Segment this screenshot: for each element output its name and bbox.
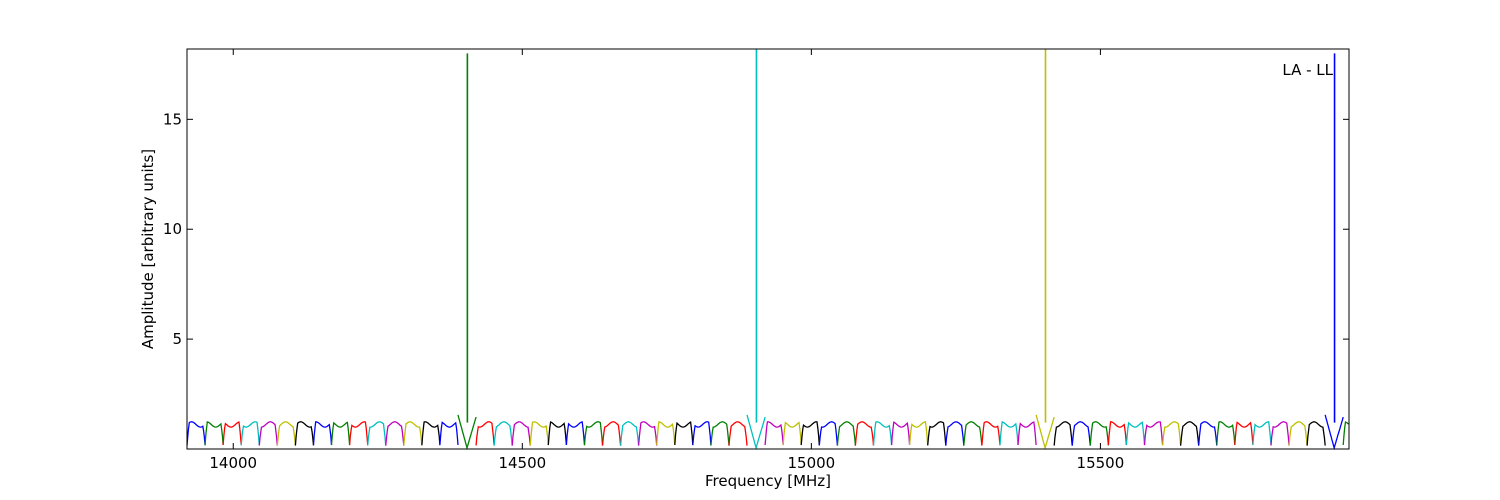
- channel-line: [312, 421, 333, 446]
- channel-line: [475, 421, 495, 446]
- channel-line: [294, 421, 315, 446]
- channel-line: [619, 421, 640, 446]
- plot-frame: [186, 48, 1350, 450]
- channel-line: [999, 421, 1019, 446]
- channel-line: [764, 421, 784, 446]
- channel-line: [511, 421, 531, 446]
- channel-line: [637, 421, 658, 446]
- channel-line: [1035, 414, 1055, 451]
- channel-line: [782, 421, 802, 445]
- channel-line: [872, 421, 893, 446]
- channel-line: [908, 420, 929, 446]
- channel-line: [710, 421, 730, 446]
- channel-line: [927, 421, 947, 446]
- channel-line: [854, 421, 875, 446]
- y-axis-label: Amplitude [arbitrary units]: [139, 149, 157, 349]
- series-layer: [186, 414, 1349, 451]
- channel-line: [1198, 421, 1218, 446]
- channel-line: [656, 420, 676, 446]
- channel-line: [692, 421, 712, 446]
- x-tick-label: 14000: [209, 454, 257, 472]
- channel-line: [1089, 421, 1110, 446]
- channel-line: [565, 421, 586, 446]
- channel-line: [186, 421, 206, 446]
- channel-line: [818, 421, 839, 446]
- channel-line: [240, 421, 260, 446]
- channel-line: [1161, 421, 1182, 446]
- channel-line: [836, 421, 857, 446]
- channel-line: [1306, 421, 1326, 446]
- channel-line: [1324, 414, 1344, 451]
- channel-line: [1288, 421, 1308, 446]
- y-axis: 5 10 15: [163, 110, 1349, 348]
- channel-line: [1107, 421, 1128, 446]
- x-tick-label: 15500: [1077, 454, 1125, 472]
- channel-line: [1143, 421, 1164, 446]
- channel-line: [1125, 421, 1146, 445]
- x-axis: 14000 14500 15000 15500: [209, 49, 1124, 472]
- channel-line: [403, 421, 423, 446]
- channel-line: [728, 421, 748, 446]
- channel-line: [222, 421, 242, 446]
- channel-line: [204, 421, 224, 446]
- channel-line: [1270, 421, 1290, 446]
- channel-line: [601, 421, 622, 446]
- channel-line: [963, 421, 983, 446]
- channel-line: [457, 414, 477, 451]
- channel-line: [385, 421, 405, 446]
- channel-line: [1252, 421, 1272, 446]
- channel-line: [1071, 421, 1091, 446]
- spike-layer: [466, 49, 1336, 423]
- channel-line: [674, 421, 694, 445]
- channel-line: [276, 421, 297, 446]
- channel-line: [1342, 420, 1349, 446]
- x-tick-label: 14500: [498, 454, 546, 472]
- channel-line: [1216, 421, 1236, 446]
- channel-line: [890, 421, 911, 445]
- channel-line: [547, 421, 568, 446]
- channel-line: [258, 421, 278, 446]
- channel-line: [746, 414, 766, 451]
- channel-line: [439, 421, 459, 445]
- channel-line: [583, 421, 604, 446]
- channel-line: [493, 421, 513, 446]
- channel-line: [367, 421, 387, 446]
- plot-annotation: LA - LL: [1282, 61, 1333, 79]
- channel-line: [1234, 421, 1254, 445]
- channel-line: [330, 421, 351, 445]
- channel-line: [529, 421, 549, 446]
- channel-line: [421, 421, 441, 446]
- channel-line: [348, 421, 369, 446]
- channel-line: [800, 421, 820, 446]
- x-tick-label: 15000: [787, 454, 835, 472]
- y-tick-label: 5: [172, 330, 182, 348]
- channel-line: [1017, 421, 1037, 446]
- y-tick-label: 10: [163, 220, 182, 238]
- channel-line: [1179, 421, 1200, 446]
- y-tick-label: 15: [163, 110, 182, 128]
- x-axis-label: Frequency [MHz]: [705, 472, 831, 490]
- channel-line: [945, 421, 965, 446]
- channel-line: [981, 421, 1001, 446]
- channel-line: [1053, 421, 1073, 446]
